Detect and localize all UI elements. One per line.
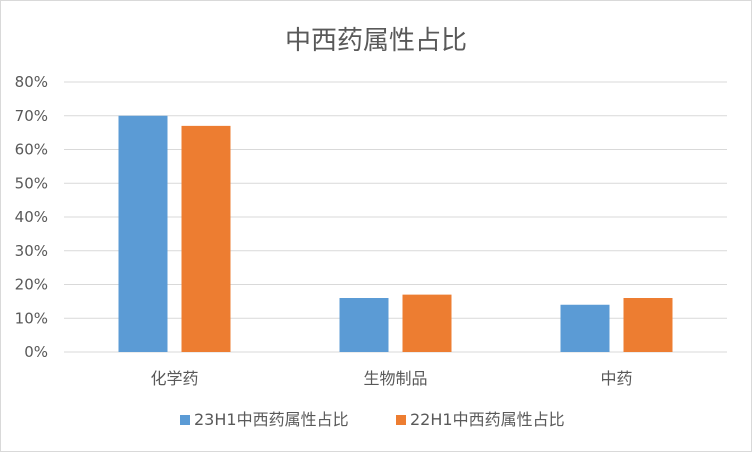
y-tick-label: 20% — [15, 276, 48, 294]
legend-label: 23H1中西药属性占比 — [194, 410, 349, 429]
x-category-label: 中药 — [600, 369, 632, 388]
x-axis-categories: 化学药 生物制品 中药 — [150, 369, 632, 388]
bars — [118, 115, 673, 352]
x-category-label: 化学药 — [150, 369, 198, 388]
y-tick-label: 70% — [15, 107, 48, 125]
x-category-label: 生物制品 — [363, 369, 427, 388]
y-tick-label: 30% — [15, 242, 48, 260]
legend-swatch — [180, 415, 190, 425]
bar — [181, 125, 231, 352]
bar — [560, 304, 610, 352]
gridlines — [64, 81, 727, 353]
bar — [402, 294, 452, 352]
y-axis-ticks: 0% 10% 20% 30% 40% 50% 60% 70% 80% — [15, 73, 48, 361]
y-tick-label: 40% — [15, 208, 48, 226]
y-tick-label: 60% — [15, 141, 48, 159]
legend: 23H1中西药属性占比 22H1中西药属性占比 — [180, 410, 565, 429]
bar — [339, 298, 389, 352]
y-tick-label: 50% — [15, 174, 48, 192]
bar — [623, 298, 673, 352]
chart-title: 中西药属性占比 — [285, 26, 467, 56]
legend-label: 22H1中西药属性占比 — [410, 410, 565, 429]
legend-swatch — [396, 415, 406, 425]
y-tick-label: 10% — [15, 309, 48, 327]
y-tick-label: 0% — [24, 343, 48, 361]
y-tick-label: 80% — [15, 73, 48, 91]
bar — [118, 115, 168, 352]
